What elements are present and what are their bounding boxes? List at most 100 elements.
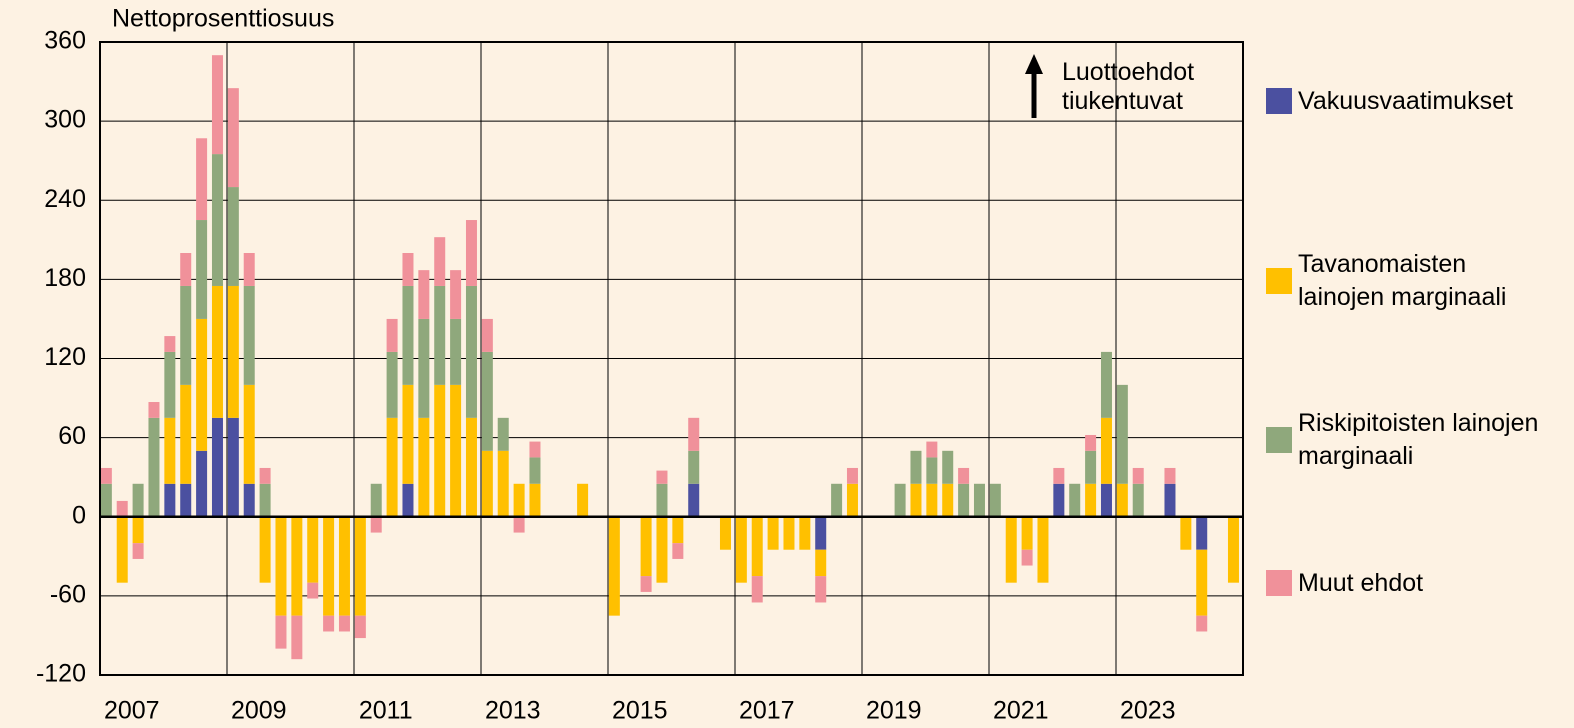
bar-segment: [450, 270, 462, 319]
bar-segment: [481, 450, 493, 517]
bar-segment: [926, 457, 938, 484]
bar-segment: [180, 384, 192, 484]
bar-segment: [640, 576, 652, 592]
bar-segment: [370, 516, 382, 533]
legend-item: Muut ehdot: [1266, 567, 1566, 600]
bar-segment: [1069, 483, 1081, 517]
bar-segment: [227, 88, 239, 188]
bar-segment: [1037, 516, 1049, 583]
bar-segment: [735, 516, 747, 583]
bar-segment: [259, 467, 271, 484]
y-tick-label: 180: [44, 264, 86, 292]
bar-segment: [1196, 615, 1208, 632]
bar-segment: [942, 483, 954, 517]
legend-item: Riskipitoisten lainojen marginaali: [1266, 407, 1566, 473]
bar-segment: [434, 285, 446, 385]
bar-segment: [894, 483, 906, 517]
y-tick-label: -60: [50, 580, 86, 608]
bar-segment: [481, 351, 493, 451]
bar-segment: [926, 441, 938, 458]
plot-frame: [99, 41, 1244, 676]
x-tick-label: 2011: [359, 697, 413, 725]
legend-swatch: [1266, 570, 1292, 596]
bar-segment: [1132, 483, 1144, 517]
bar-segment: [465, 417, 477, 517]
bar-segment: [100, 467, 112, 484]
annotation-arrow-head: [1025, 54, 1043, 74]
bar-segment: [1021, 516, 1033, 550]
bar-segment: [211, 285, 223, 418]
bar-segment: [402, 483, 414, 517]
bar-segment: [180, 253, 192, 286]
bar-segment: [275, 516, 287, 616]
bar-segment: [688, 483, 700, 517]
legend-item: Vakuusvaatimukset: [1266, 85, 1566, 118]
bar-segment: [1005, 516, 1017, 583]
bar-segment: [164, 417, 176, 484]
bar-segment: [370, 483, 382, 517]
y-tick-label: 120: [44, 343, 86, 371]
bar-segment: [640, 516, 652, 577]
bar-segment: [307, 516, 319, 583]
bar-segment: [196, 318, 208, 451]
bar-segment: [418, 318, 430, 418]
bar-segment: [942, 450, 954, 484]
legend-item: Tavanomaisten lainojen marginaali: [1266, 248, 1566, 314]
bar-segment: [1227, 516, 1239, 583]
bar-segment: [1196, 549, 1208, 616]
bar-segment: [910, 450, 922, 484]
bar-segment: [418, 417, 430, 517]
bar-segment: [132, 516, 144, 544]
bar-segment: [338, 615, 350, 632]
bar-segment: [418, 270, 430, 319]
annotation: Luottoehdot tiukentuvat: [1062, 58, 1195, 115]
bar-segment: [529, 441, 541, 458]
y-tick-label: 300: [44, 106, 86, 134]
bar-segment: [211, 154, 223, 286]
bar-segment: [1164, 483, 1176, 517]
bar-segment: [608, 516, 620, 616]
bar-segment: [529, 457, 541, 484]
bar-segment: [450, 384, 462, 517]
x-tick-label: 2007: [104, 697, 160, 725]
x-tick-label: 2023: [1120, 697, 1176, 725]
bar-segment: [815, 576, 827, 603]
bar-segment: [243, 384, 255, 484]
bar-segment: [402, 384, 414, 484]
legend-label: Riskipitoisten lainojen marginaali: [1298, 409, 1539, 470]
bar-segment: [656, 470, 668, 484]
bar-segment: [799, 516, 811, 550]
legend-label: Tavanomaisten lainojen marginaali: [1298, 250, 1507, 311]
bar-segment: [338, 516, 350, 616]
bar-segment: [243, 285, 255, 385]
bar-segment: [1116, 483, 1128, 517]
bar-segment: [259, 483, 271, 517]
bar-segment: [481, 318, 493, 352]
bar-segment: [402, 253, 414, 286]
bars: [100, 55, 1239, 660]
bar-segment: [196, 450, 208, 517]
bar-segment: [1100, 351, 1112, 418]
bar-segment: [1085, 483, 1097, 517]
legend-label: Vakuusvaatimukset: [1298, 86, 1513, 115]
bar-segment: [164, 483, 176, 517]
bar-segment: [180, 483, 192, 517]
bar-segment: [783, 516, 795, 550]
bar-segment: [688, 417, 700, 451]
bar-segment: [450, 318, 462, 385]
bar-segment: [1053, 483, 1065, 517]
bar-segment: [846, 467, 858, 484]
bar-segment: [180, 285, 192, 385]
bar-segment: [164, 336, 176, 352]
bar-segment: [958, 467, 970, 484]
bar-segment: [196, 220, 208, 319]
bar-segment: [973, 483, 985, 517]
bar-segment: [132, 543, 144, 559]
y-tick-label: 60: [58, 422, 86, 450]
bar-segment: [1132, 467, 1144, 484]
bar-segment: [354, 615, 366, 639]
x-tick-label: 2013: [485, 697, 541, 725]
bar-segment: [291, 516, 303, 616]
bar-segment: [100, 483, 112, 517]
